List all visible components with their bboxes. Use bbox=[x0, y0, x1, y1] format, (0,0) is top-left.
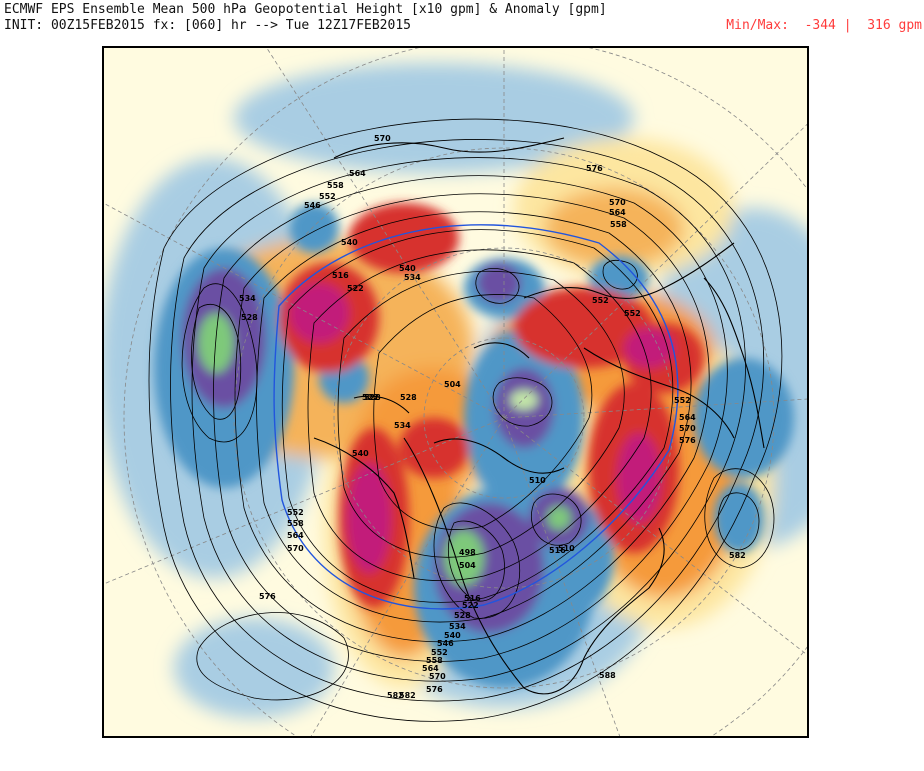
contour-label: 534 bbox=[239, 294, 256, 303]
min-max-readout: Min/Max: -344 | 316 gpm bbox=[726, 18, 922, 34]
contour-label: 552 bbox=[674, 396, 691, 405]
max-value: 316 gpm bbox=[867, 18, 922, 33]
contour-label: 510 bbox=[558, 544, 575, 553]
contour-label: 564 bbox=[287, 531, 304, 540]
coastlines bbox=[313, 137, 765, 695]
contour-label: 528 bbox=[241, 313, 258, 322]
contour-label: 534 bbox=[404, 273, 421, 282]
contour-label: 522 bbox=[462, 601, 479, 610]
contour-label: 540 bbox=[444, 631, 461, 640]
contour-label: 528 bbox=[364, 393, 381, 402]
height-contours bbox=[148, 118, 783, 722]
lat-lon-graticule bbox=[104, 48, 807, 736]
contour-label: 576 bbox=[586, 164, 603, 173]
contour-label: 522 bbox=[347, 284, 364, 293]
contour-label: 552 bbox=[319, 192, 336, 201]
contour-label: 564 bbox=[349, 169, 366, 178]
contour-label: 582 bbox=[387, 691, 404, 700]
contour-label: 552 bbox=[624, 309, 641, 318]
contour-label: 504 bbox=[459, 561, 476, 570]
contour-label: 516 bbox=[332, 271, 349, 280]
contour-label: 570 bbox=[609, 198, 626, 207]
contour-label: 534 bbox=[449, 622, 466, 631]
contour-label: 558 bbox=[287, 519, 304, 528]
contour-label: 558 bbox=[610, 220, 627, 229]
contour-label: 540 bbox=[341, 238, 358, 247]
contour-label: 564 bbox=[679, 413, 696, 422]
min-value: -344 bbox=[804, 18, 836, 33]
contour-label: 516 bbox=[464, 594, 481, 603]
contour-label: 534 bbox=[394, 421, 411, 430]
contour-label: 540 bbox=[352, 449, 369, 458]
contour-label: 504 bbox=[444, 380, 461, 389]
contour-label: 588 bbox=[599, 671, 616, 680]
contour-label: 516 bbox=[549, 546, 566, 555]
contour-label: 558 bbox=[426, 656, 443, 665]
contour-label: 570 bbox=[429, 672, 446, 681]
contour-label: 558 bbox=[327, 181, 344, 190]
contour-label: 576 bbox=[679, 436, 696, 445]
contour-label: 522 bbox=[362, 393, 379, 402]
contour-label: 576 bbox=[426, 685, 443, 694]
contour-label: 564 bbox=[609, 208, 626, 217]
contour-label: 552 bbox=[592, 296, 609, 305]
contour-label: 528 bbox=[400, 393, 417, 402]
contour-labels: 570 564 576 558 552 546 540 534 528 522 … bbox=[239, 134, 746, 700]
contour-label: 510 bbox=[529, 476, 546, 485]
contour-label: 564 bbox=[422, 664, 439, 673]
chart-title: ECMWF EPS Ensemble Mean 500 hPa Geopoten… bbox=[4, 2, 607, 17]
minmax-label: Min/Max: bbox=[726, 18, 789, 33]
minmax-separator: | bbox=[843, 18, 852, 33]
map-panel: 570 564 576 558 552 546 540 534 528 522 … bbox=[102, 46, 809, 738]
contour-label: 576 bbox=[259, 592, 276, 601]
contour-label: 540 bbox=[399, 264, 416, 273]
contour-label: 582 bbox=[729, 551, 746, 560]
contour-label: 498 bbox=[459, 548, 476, 557]
polar-stereographic-map: 570 564 576 558 552 546 540 534 528 522 … bbox=[104, 48, 807, 736]
contour-label: 582 bbox=[399, 691, 416, 700]
contour-label: 546 bbox=[304, 201, 321, 210]
init-time-line: INIT: 00Z15FEB2015 fx: [060] hr --> Tue … bbox=[4, 18, 411, 33]
contour-label: 528 bbox=[454, 611, 471, 620]
contour-label: 546 bbox=[437, 639, 454, 648]
height-contour-540 bbox=[273, 224, 679, 610]
contour-label: 570 bbox=[287, 544, 304, 553]
contour-label: 570 bbox=[374, 134, 391, 143]
contour-label: 552 bbox=[431, 648, 448, 657]
contour-label: 570 bbox=[679, 424, 696, 433]
contour-label: 552 bbox=[287, 508, 304, 517]
